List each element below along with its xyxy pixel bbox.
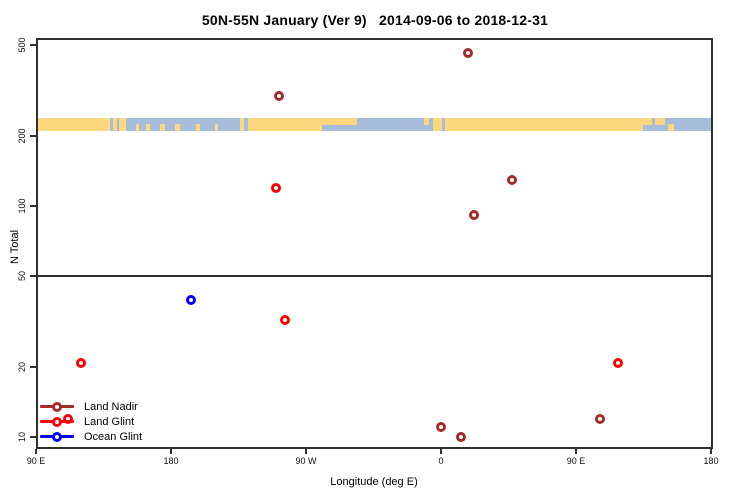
- plot-border-left: [36, 38, 38, 449]
- legend-marker-land-nadir: [52, 401, 62, 412]
- y-axis-tick-label: 100: [17, 198, 27, 214]
- x-axis-tick-label: 90 E: [566, 456, 586, 466]
- data-point-land-nadir: [469, 210, 479, 221]
- legend-label: Ocean Glint: [84, 430, 143, 443]
- x-axis-tick-label: 90 W: [295, 456, 317, 466]
- data-point-land-glint: [76, 357, 86, 368]
- land-segment: [196, 124, 200, 131]
- legend-label: Land Glint: [84, 415, 135, 428]
- legend-label: Land Nadir: [84, 400, 138, 413]
- y-axis-tick: [30, 205, 36, 207]
- legend-marker-land-glint: [52, 416, 62, 427]
- land-segment: [655, 118, 665, 125]
- land-segment: [160, 124, 165, 131]
- data-point-land-nadir: [506, 174, 517, 185]
- land-segment: [118, 118, 126, 131]
- y-axis-tick: [30, 43, 36, 46]
- legend-marker-ocean-glint: [52, 431, 62, 442]
- land-segment: [445, 118, 644, 131]
- y-axis-tick: [30, 436, 36, 438]
- plot-border-bottom: [36, 447, 713, 449]
- land-segment: [643, 118, 653, 125]
- data-point-land-nadir: [595, 413, 605, 424]
- y-axis-tick-label: 500: [17, 37, 27, 53]
- land-segment: [433, 118, 443, 131]
- data-point-land-glint: [271, 182, 281, 193]
- x-axis-tick: [440, 449, 442, 454]
- x-axis-title: Longitude (deg E): [330, 476, 418, 488]
- x-axis-tick-label: 0: [438, 456, 444, 466]
- y-axis-tick: [30, 366, 36, 369]
- land-segment: [667, 124, 674, 131]
- y-axis-tick-label: 200: [17, 128, 27, 144]
- land-segment: [112, 118, 117, 131]
- land-segment: [214, 124, 218, 131]
- y-axis-title: N Total: [9, 229, 21, 265]
- x-axis-tick: [170, 449, 172, 454]
- data-point-land-nadir: [436, 422, 446, 433]
- y-axis-tick: [30, 135, 36, 138]
- x-axis-tick-label: 180: [163, 456, 179, 466]
- land-segment: [247, 118, 323, 131]
- land-segment: [145, 124, 150, 131]
- land-segment: [424, 118, 429, 125]
- y-axis-tick: [30, 274, 36, 277]
- data-point-land-glint: [613, 357, 623, 368]
- data-point-land-nadir: [455, 432, 466, 442]
- reference-line-n50: [36, 275, 713, 277]
- plot-border-top: [36, 38, 713, 40]
- x-axis-tick: [305, 449, 307, 454]
- data-point-land-nadir: [274, 90, 284, 101]
- x-axis-tick: [35, 449, 37, 454]
- land-segment: [38, 118, 110, 131]
- y-axis-tick-label: 50: [17, 270, 27, 281]
- land-segment: [240, 118, 245, 131]
- x-axis-tick: [575, 449, 577, 454]
- x-axis-tick-label: 180: [703, 456, 719, 466]
- plot-border-right: [711, 38, 713, 449]
- x-axis-tick-label: 90 E: [26, 456, 46, 466]
- y-axis-tick-label: 10: [17, 431, 27, 443]
- data-point-land-nadir: [463, 47, 473, 58]
- world-map-band: [38, 118, 711, 131]
- x-axis-tick: [710, 449, 712, 454]
- land-segment: [136, 124, 140, 131]
- data-point-land-glint: [280, 315, 290, 326]
- chart-title: 50N-55N January (Ver 9) 2014-09-06 to 20…: [201, 12, 549, 28]
- land-segment: [322, 118, 357, 125]
- y-axis-tick-label: 20: [17, 362, 27, 373]
- land-segment: [175, 124, 180, 131]
- data-point-ocean-glint: [185, 295, 196, 306]
